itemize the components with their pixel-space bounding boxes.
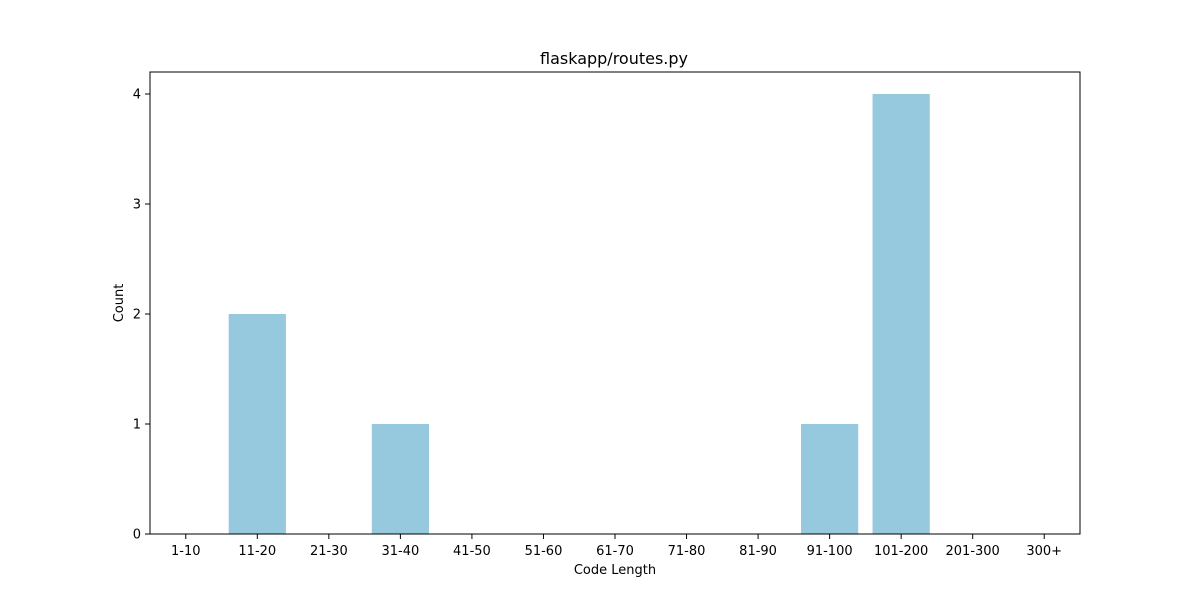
y-tick-label: 0 [133, 528, 141, 543]
x-axis-ticks: 1-10 11-20 21-30 31-40 41-50 51-60 61-70 71-80 8… [171, 534, 1062, 559]
y-tick-label: 3 [133, 198, 141, 213]
y-axis-label: Count [112, 284, 127, 323]
x-axis-label: Code Length [574, 563, 656, 578]
x-tick-label: 300+ [1026, 544, 1062, 559]
y-tick-label: 2 [133, 308, 141, 323]
bars [228, 94, 930, 534]
x-tick-label: 201-300 [946, 544, 1000, 559]
bar-31-40 [371, 424, 429, 534]
x-tick-label: 101-200 [874, 544, 928, 559]
x-tick-label: 21-30 [310, 544, 348, 559]
x-tick-label: 41-50 [453, 544, 491, 559]
x-tick-label: 11-20 [238, 544, 276, 559]
x-tick-label: 71-80 [668, 544, 706, 559]
bar-11-20 [228, 314, 286, 534]
y-tick-label: 1 [133, 418, 141, 433]
x-tick-label: 1-10 [171, 544, 201, 559]
x-tick-label: 51-60 [525, 544, 563, 559]
bar-101-200 [872, 94, 930, 534]
y-tick-label: 4 [133, 88, 141, 103]
y-axis-ticks: 0 1 2 3 4 [133, 88, 150, 543]
x-tick-label: 31-40 [381, 544, 419, 559]
x-tick-label: 91-100 [807, 544, 853, 559]
chart-title: flaskapp/routes.py [540, 49, 688, 68]
x-tick-label: 61-70 [596, 544, 634, 559]
bar-91-100 [801, 424, 859, 534]
plot-frame [149, 71, 1081, 535]
x-tick-label: 81-90 [739, 544, 777, 559]
